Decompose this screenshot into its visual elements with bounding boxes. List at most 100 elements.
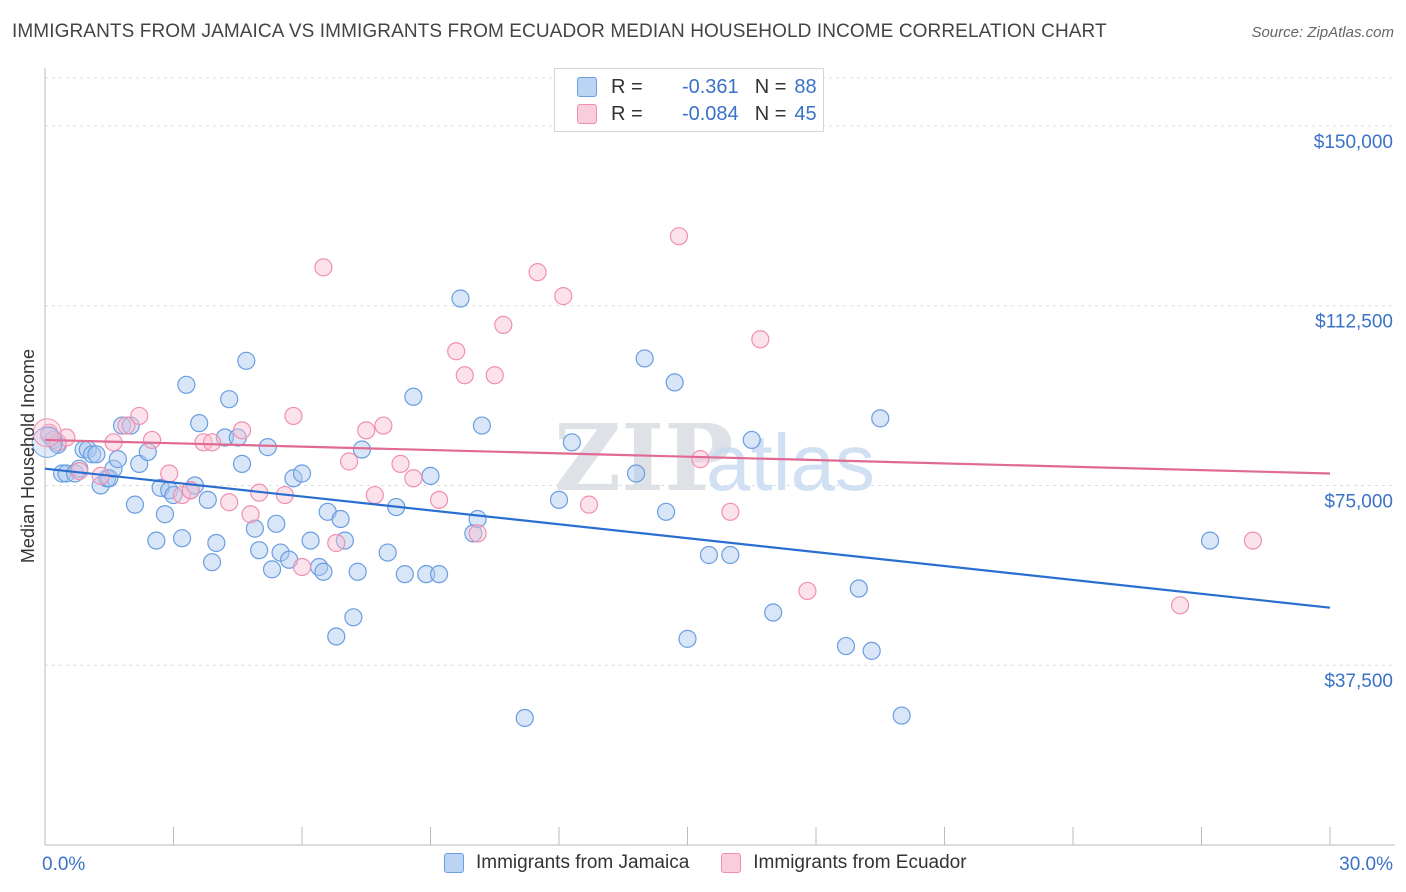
ecuador-point-11 [181, 481, 200, 500]
ecuador-point-41 [751, 330, 770, 349]
series-swatch-ecuador [721, 853, 742, 873]
series-label-ecuador: Immigrants from Ecuador [753, 852, 967, 873]
jamaica-point-30 [190, 414, 209, 433]
ecuador-point-26 [374, 416, 393, 435]
legend-n-key: N = [754, 102, 787, 125]
ecuador-point-9 [160, 464, 179, 483]
legend-row-jamaica: R = -0.361 N = 88 [577, 74, 817, 100]
y-tick-label-1: $75,000 [1324, 491, 1393, 512]
ecuador-point-37 [579, 495, 599, 514]
jamaica-point-58 [378, 543, 397, 562]
jamaica-point-23 [155, 505, 175, 524]
jamaica-point-82 [849, 579, 868, 598]
jamaica-point-21 [147, 531, 166, 550]
series-legend-jamaica[interactable]: Immigrants from Jamaica [444, 852, 689, 874]
ecuador-trend-line [44, 438, 1331, 475]
legend-swatch-ecuador [577, 104, 597, 124]
jamaica-point-40 [250, 541, 269, 560]
jamaica-point-65 [451, 289, 470, 308]
ecuador-point-42 [798, 581, 817, 601]
ecuador-point-27 [391, 454, 410, 473]
ecuador-point-13 [202, 433, 222, 452]
jamaica-point-31 [198, 490, 217, 509]
jamaica-point-38 [237, 351, 256, 370]
jamaica-point-47 [292, 464, 312, 483]
jamaica-point-70 [549, 490, 569, 509]
y-axis-label: Median Household Income [18, 349, 38, 563]
jamaica-point-80 [764, 603, 783, 622]
series-swatch-jamaica [444, 853, 464, 873]
jamaica-point-55 [344, 608, 363, 627]
axes [44, 68, 1395, 846]
jamaica-point-15 [108, 450, 127, 469]
jamaica-point-39 [245, 519, 264, 538]
jamaica-point-10 [87, 445, 106, 464]
ecuador-point-43 [1170, 596, 1190, 615]
ecuador-point-31 [455, 366, 474, 385]
ecuador-point-8 [142, 430, 162, 450]
jamaica-point-53 [331, 509, 350, 529]
ecuador-point-34 [494, 315, 513, 334]
legend-swatch-jamaica [577, 77, 597, 97]
jamaica-point-75 [665, 373, 684, 392]
y-tick-label-3: $150,000 [1314, 132, 1393, 153]
jamaica-point-72 [626, 464, 646, 483]
jamaica-point-84 [871, 409, 890, 428]
jamaica-point-46 [284, 469, 303, 488]
series-legend: Immigrants from Jamaica Immigrants from … [444, 852, 999, 874]
ecuador-point-32 [468, 524, 487, 543]
jamaica-point-27 [177, 375, 196, 394]
jamaica-point-cluster [31, 426, 63, 458]
jamaica-point-18 [125, 495, 145, 514]
ecuador-point-22 [327, 533, 346, 553]
ecuador-point-30 [447, 342, 466, 361]
jamaica-point-73 [635, 349, 654, 368]
jamaica-point-66 [464, 524, 483, 543]
ecuador-point-14 [220, 493, 239, 512]
jamaica-point-42 [262, 560, 282, 579]
ecuador-point-25 [365, 485, 384, 505]
jamaica-point-85 [892, 706, 911, 725]
ecuador-point-29 [429, 490, 449, 509]
legend-row-ecuador: R = -0.084 N = 45 [577, 101, 817, 127]
jamaica-point-35 [220, 390, 239, 409]
jamaica-point-64 [429, 565, 449, 584]
jamaica-point-32 [202, 553, 222, 572]
jamaica-point-63 [421, 466, 440, 485]
jamaica-point-48 [301, 531, 320, 550]
ecuador-point-44 [1243, 531, 1263, 550]
series-legend-ecuador[interactable]: Immigrants from Ecuador [721, 852, 967, 874]
trend-lines [44, 438, 1331, 609]
jamaica-point-74 [656, 502, 676, 521]
chart-title: IMMIGRANTS FROM JAMAICA VS IMMIGRANTS FR… [12, 21, 1107, 42]
jamaica-point-60 [395, 565, 414, 584]
chart-source: Source: ZipAtlas.com [1251, 24, 1394, 41]
ecuador-point-33 [485, 366, 504, 385]
x-tick-label-min: 0.0% [42, 854, 85, 875]
jamaica-point-71 [562, 433, 581, 452]
ecuador-point-7 [130, 406, 149, 426]
jamaica-point-86 [1200, 531, 1220, 550]
legend-n-key: N = [754, 75, 787, 98]
ecuador-point-35 [528, 263, 547, 282]
ecuador-point-40 [721, 502, 740, 521]
ecuador-point-39 [691, 450, 710, 469]
series-label-jamaica: Immigrants from Jamaica [476, 852, 690, 873]
legend-n-value-ecuador: 45 [794, 102, 817, 125]
watermark-atlas: atlas [706, 418, 875, 507]
ecuador-point-10 [172, 485, 192, 505]
jamaica-point-26 [172, 529, 192, 548]
tick-labels: $37,500 $75,000 $112,500 $150,000 0.0% 30.0% [42, 132, 1393, 875]
jamaica-point-62 [417, 565, 436, 584]
jamaica-point-81 [836, 636, 856, 656]
ecuador-point-20 [292, 557, 312, 577]
jamaica-point-79 [742, 430, 761, 450]
jamaica-point-37 [232, 454, 252, 473]
ecuador-point-21 [314, 258, 333, 277]
x-tick-label-max: 30.0% [1339, 854, 1393, 875]
jamaica-point-9 [83, 445, 102, 464]
jamaica-point-78 [721, 545, 740, 565]
legend-r-value-ecuador: -0.084 [681, 102, 739, 125]
jamaica-point-33 [207, 533, 226, 553]
